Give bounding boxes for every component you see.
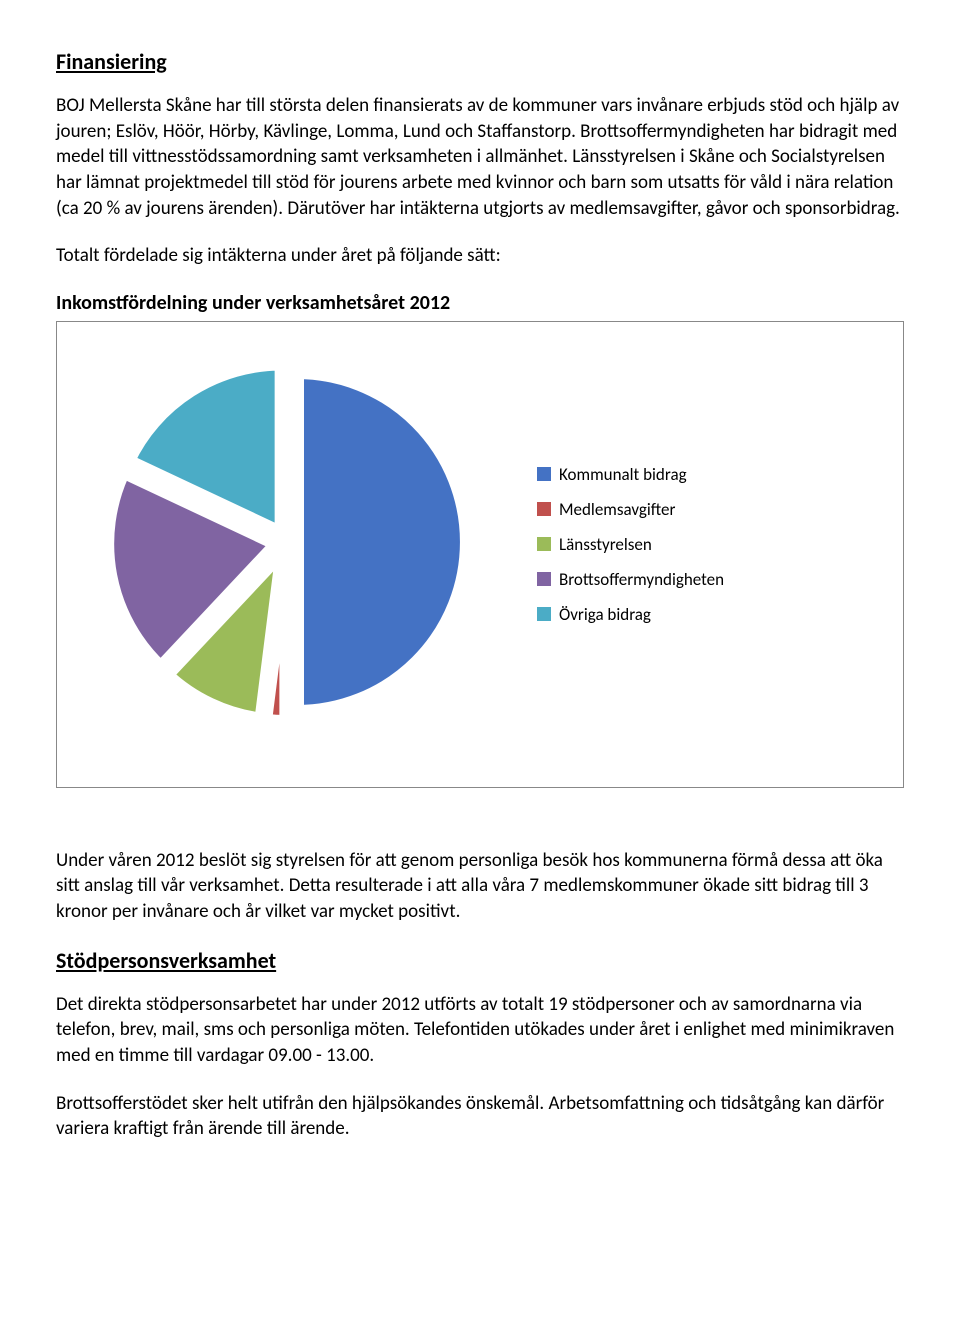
legend-label: Länsstyrelsen	[559, 534, 652, 555]
chart-legend: Kommunalt bidrag Medlemsavgifter Länsstyre…	[537, 464, 724, 625]
legend-label: Övriga bidrag	[559, 604, 651, 625]
pie-chart-svg	[77, 342, 497, 742]
pie-chart	[77, 342, 497, 747]
legend-item: Medlemsavgifter	[537, 499, 724, 520]
legend-item: Kommunalt bidrag	[537, 464, 724, 485]
legend-label: Kommunalt bidrag	[559, 464, 687, 485]
finansiering-para-1: BOJ Mellersta Skåne har till största del…	[56, 93, 904, 221]
legend-item: Brottsoffermyndigheten	[537, 569, 724, 590]
legend-swatch	[537, 502, 551, 516]
finansiering-para-2: Totalt fördelade sig intäkterna under år…	[56, 243, 904, 269]
legend-swatch	[537, 467, 551, 481]
legend-swatch	[537, 537, 551, 551]
section-stodpersons-title: Stödpersonsverksamhet	[56, 947, 904, 974]
income-chart-container: Kommunalt bidrag Medlemsavgifter Länsstyre…	[56, 321, 904, 788]
pie-slice	[297, 372, 467, 712]
legend-swatch	[537, 607, 551, 621]
legend-label: Brottsoffermyndigheten	[559, 569, 724, 590]
legend-item: Länsstyrelsen	[537, 534, 724, 555]
chart-title: Inkomstfördelning under verksamhetsåret …	[56, 291, 904, 315]
legend-swatch	[537, 572, 551, 586]
stodpersons-para-1: Det direkta stödpersonsarbetet har under…	[56, 992, 904, 1069]
legend-label: Medlemsavgifter	[559, 499, 675, 520]
legend-item: Övriga bidrag	[537, 604, 724, 625]
finansiering-para-3: Under våren 2012 beslöt sig styrelsen fö…	[56, 848, 904, 925]
section-finansiering-title: Finansiering	[56, 48, 904, 75]
stodpersons-para-2: Brottsofferstödet sker helt utifrån den …	[56, 1091, 904, 1142]
